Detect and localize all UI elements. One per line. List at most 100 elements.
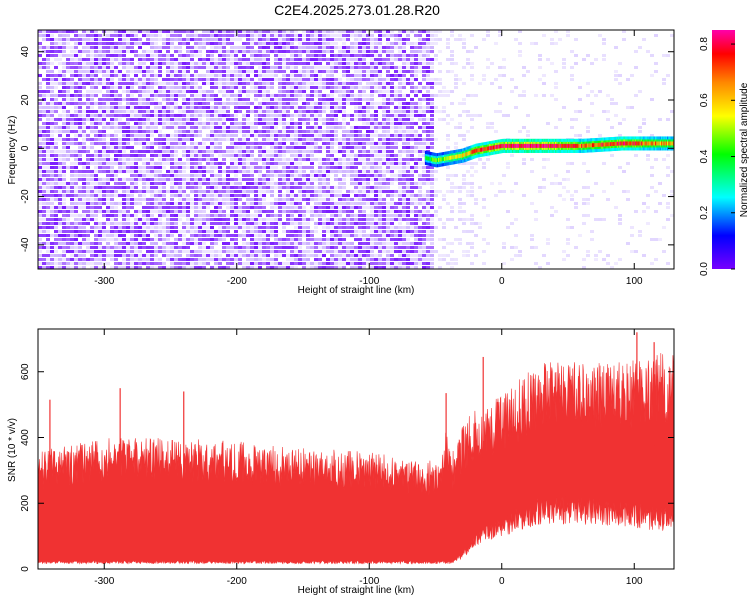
heatmap-cell — [138, 106, 142, 109]
heatmap-cell — [274, 226, 278, 229]
heatmap-cell — [326, 246, 330, 249]
heatmap-cell — [302, 138, 306, 141]
heatmap-cell — [142, 110, 146, 113]
heatmap-cell — [62, 178, 66, 181]
heatmap-cell — [254, 146, 258, 149]
heatmap-cell — [190, 174, 194, 177]
heatmap-cell — [122, 66, 126, 69]
heatmap-cell — [230, 42, 234, 45]
heatmap-cell — [130, 114, 134, 117]
heatmap-cell — [90, 90, 94, 93]
heatmap-cell — [166, 190, 170, 193]
heatmap-cell — [110, 66, 114, 69]
heatmap-cell — [242, 50, 246, 53]
heatmap-cell — [66, 166, 70, 169]
heatmap-cell — [246, 142, 250, 145]
heatmap-cell — [366, 82, 370, 85]
heatmap-cell — [314, 186, 318, 189]
heatmap-cell — [42, 106, 46, 109]
heatmap-cell — [90, 214, 94, 217]
heatmap-cell — [206, 38, 210, 41]
heatmap-cell — [234, 30, 238, 33]
heatmap-cell — [350, 158, 354, 161]
heatmap-cell — [326, 50, 330, 53]
heatmap-cell — [42, 122, 46, 125]
heatmap-cell — [346, 134, 350, 137]
heatmap-cell — [98, 130, 102, 133]
heatmap-cell — [266, 186, 270, 189]
heatmap-cell — [246, 74, 250, 77]
heatmap-cell — [282, 150, 286, 153]
heatmap-cell — [270, 174, 274, 177]
heatmap-cell — [334, 138, 338, 141]
heatmap-cell — [250, 42, 254, 45]
heatmap-cell — [358, 194, 362, 197]
heatmap-cell — [230, 158, 234, 161]
heatmap-cell — [198, 218, 202, 221]
heatmap-cell — [182, 70, 186, 73]
heatmap-cell — [222, 210, 226, 213]
heatmap-cell — [186, 150, 190, 153]
heatmap-cell — [118, 254, 122, 257]
heatmap-cell — [386, 66, 390, 69]
heatmap-cell — [382, 106, 386, 109]
heatmap-cell — [342, 210, 346, 213]
heatmap-cell — [202, 122, 206, 125]
heatmap-cell — [338, 190, 342, 193]
heatmap-cell — [310, 246, 314, 249]
heatmap-cell — [398, 226, 402, 229]
heatmap-cell — [362, 218, 366, 221]
heatmap-cell — [258, 50, 262, 53]
heatmap-cell — [114, 98, 118, 101]
heatmap-cell — [146, 138, 150, 141]
heatmap-cell — [138, 30, 142, 33]
heatmap-cell — [238, 154, 242, 157]
heatmap-cell — [270, 146, 274, 149]
heatmap-cell — [378, 94, 382, 97]
heatmap-cell — [38, 98, 42, 101]
heatmap-cell — [82, 126, 86, 129]
heatmap-cell — [194, 130, 198, 133]
heatmap-cell — [126, 94, 130, 97]
heatmap-cell — [202, 178, 206, 181]
heatmap-cell — [238, 110, 242, 113]
heatmap-cell — [202, 126, 206, 129]
heatmap-cell — [274, 246, 278, 249]
heatmap-cell — [38, 174, 42, 177]
heatmap-cell — [234, 138, 238, 141]
heatmap-cell — [374, 266, 378, 269]
heatmap-cell — [202, 138, 206, 141]
heatmap-cell — [358, 130, 362, 133]
heatmap-cell — [334, 134, 338, 137]
heatmap-cell — [54, 226, 58, 229]
heatmap-cell — [394, 262, 398, 265]
heatmap-cell — [198, 66, 202, 69]
heatmap-cell — [386, 110, 390, 113]
heatmap-cell — [322, 50, 326, 53]
heatmap-cell — [314, 146, 318, 149]
heatmap-cell — [178, 134, 182, 137]
heatmap-cell — [246, 170, 250, 173]
heatmap-cell — [154, 194, 158, 197]
heatmap-cell — [146, 174, 150, 177]
heatmap-cell — [178, 250, 182, 253]
heatmap-cell — [382, 206, 386, 209]
heatmap-cell — [46, 262, 50, 265]
heatmap-cell — [130, 178, 134, 181]
heatmap-cell — [350, 198, 354, 201]
heatmap-cell — [214, 62, 218, 65]
heatmap-cell — [226, 138, 230, 141]
heatmap-cell — [278, 38, 282, 41]
heatmap-cell — [390, 262, 394, 265]
heatmap-cell — [278, 250, 282, 253]
heatmap-cell — [258, 54, 262, 57]
heatmap-cell — [202, 250, 206, 253]
heatmap-cell — [322, 170, 326, 173]
heatmap-cell — [314, 62, 318, 65]
heatmap-cell — [122, 206, 126, 209]
heatmap-cell — [118, 34, 122, 37]
heatmap-cell — [282, 54, 286, 57]
heatmap-cell — [174, 246, 178, 249]
heatmap-cell — [202, 258, 206, 261]
heatmap-cell — [50, 94, 54, 97]
